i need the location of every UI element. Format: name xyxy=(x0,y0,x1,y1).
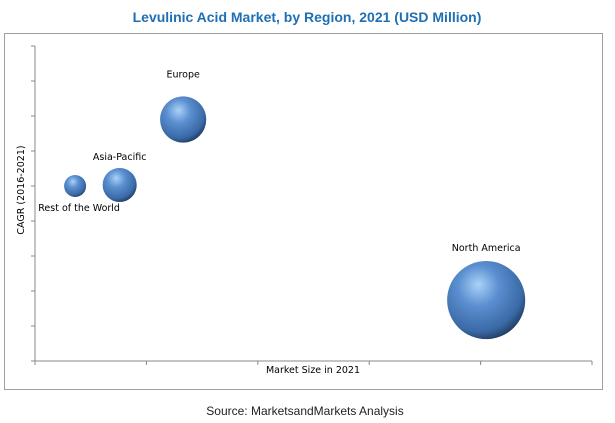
bubble-europe xyxy=(160,96,207,143)
bubble-label: Asia-Pacific xyxy=(93,152,147,163)
y-axis-label: CAGR (2016-2021) xyxy=(16,145,27,234)
bubble-north-america xyxy=(447,261,526,340)
bubble-label: Rest of the World xyxy=(38,203,120,214)
source-note: Source: MarketsandMarkets Analysis xyxy=(206,404,403,418)
x-axis-label: Market Size in 2021 xyxy=(266,365,360,376)
bubble-label: Europe xyxy=(166,69,200,80)
bubble-rest-of-the-world xyxy=(64,175,87,197)
chart-title: Levulinic Acid Market, by Region, 2021 (… xyxy=(133,9,482,25)
bubble-label: North America xyxy=(452,243,521,254)
bubble-asia-pacific xyxy=(102,167,137,202)
